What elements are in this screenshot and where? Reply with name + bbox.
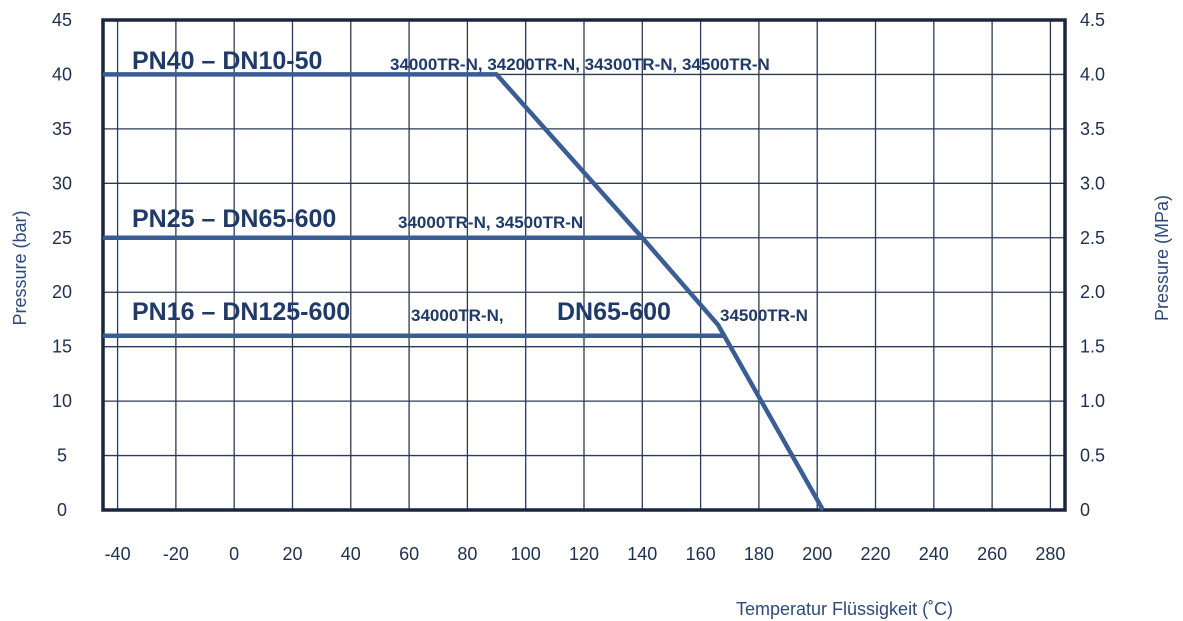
y-tick-label: 30 bbox=[52, 173, 72, 193]
x-tick-label: 60 bbox=[399, 544, 419, 564]
x-tick-label: 160 bbox=[686, 544, 716, 564]
x-tick-label: 0 bbox=[229, 544, 239, 564]
pn25-models: 34000TR-N, 34500TR-N bbox=[398, 213, 583, 232]
y2-tick-label: 3.5 bbox=[1080, 119, 1105, 139]
y-tick-label: 40 bbox=[52, 64, 72, 84]
y2-tick-label: 1.5 bbox=[1080, 337, 1105, 357]
pn16-models-34500: 34500TR-N bbox=[720, 306, 808, 325]
y-tick-label: 45 bbox=[52, 10, 72, 30]
x-tick-label: 200 bbox=[802, 544, 832, 564]
y-tick-label: 20 bbox=[52, 282, 72, 302]
y-tick-label: 5 bbox=[57, 446, 67, 466]
series-layer bbox=[103, 72, 825, 512]
x-tick-label: 260 bbox=[977, 544, 1007, 564]
x-tick-label: 220 bbox=[860, 544, 890, 564]
y-tick-label: 10 bbox=[52, 391, 72, 411]
label-layer: PN40 – DN10-50 34000TR-N, 34200TR-N, 343… bbox=[132, 47, 808, 326]
y2-tick-label: 1.0 bbox=[1080, 391, 1105, 411]
y-tick-label: 15 bbox=[52, 337, 72, 357]
y-tick-label: 0 bbox=[57, 500, 67, 520]
y2-tick-label: 3.0 bbox=[1080, 173, 1105, 193]
x-tick-label: 80 bbox=[457, 544, 477, 564]
x-tick-label: 100 bbox=[511, 544, 541, 564]
x-tick-label: 40 bbox=[341, 544, 361, 564]
pn16-label: PN16 – DN125-600 bbox=[132, 298, 350, 326]
y2-axis-title: Pressure (MPa) bbox=[1152, 195, 1172, 321]
x-tick-label: -20 bbox=[163, 544, 189, 564]
x-tick-label: 120 bbox=[569, 544, 599, 564]
x-tick-label: 240 bbox=[919, 544, 949, 564]
x-tick-label: -40 bbox=[105, 544, 131, 564]
y-axis-title: Pressure (bar) bbox=[10, 210, 30, 325]
y2-tick-label: 4.0 bbox=[1080, 64, 1105, 84]
y2-tick-label: 4.5 bbox=[1080, 10, 1105, 30]
y-tick-label: 35 bbox=[52, 119, 72, 139]
x-tick-label: 140 bbox=[627, 544, 657, 564]
pn40-models: 34000TR-N, 34200TR-N, 34300TR-N, 34500TR… bbox=[390, 55, 770, 74]
y2-tick-label: 0 bbox=[1080, 500, 1090, 520]
tick-layer: -40 -20 0 20 40 60 80 100 120 140 160 180 200 220 240 2… bbox=[52, 10, 1105, 564]
x-axis-title: Temperatur Flüssigkeit (˚C) bbox=[736, 599, 953, 619]
y2-tick-label: 2.5 bbox=[1080, 228, 1105, 248]
y2-tick-label: 0.5 bbox=[1080, 446, 1105, 466]
y2-tick-label: 2.0 bbox=[1080, 282, 1105, 302]
pn40-label: PN40 – DN10-50 bbox=[132, 47, 322, 75]
x-tick-label: 180 bbox=[744, 544, 774, 564]
plot-frame bbox=[101, 18, 1067, 512]
x-tick-label: 20 bbox=[282, 544, 302, 564]
pn16-models: 34000TR-N, bbox=[411, 306, 504, 325]
pn25-label: PN25 – DN65-600 bbox=[132, 205, 336, 233]
x-tick-label: 280 bbox=[1035, 544, 1065, 564]
grid-layer bbox=[101, 18, 1067, 512]
y-tick-label: 25 bbox=[52, 228, 72, 248]
pn16-label-dn65: DN65-600 bbox=[557, 298, 671, 326]
